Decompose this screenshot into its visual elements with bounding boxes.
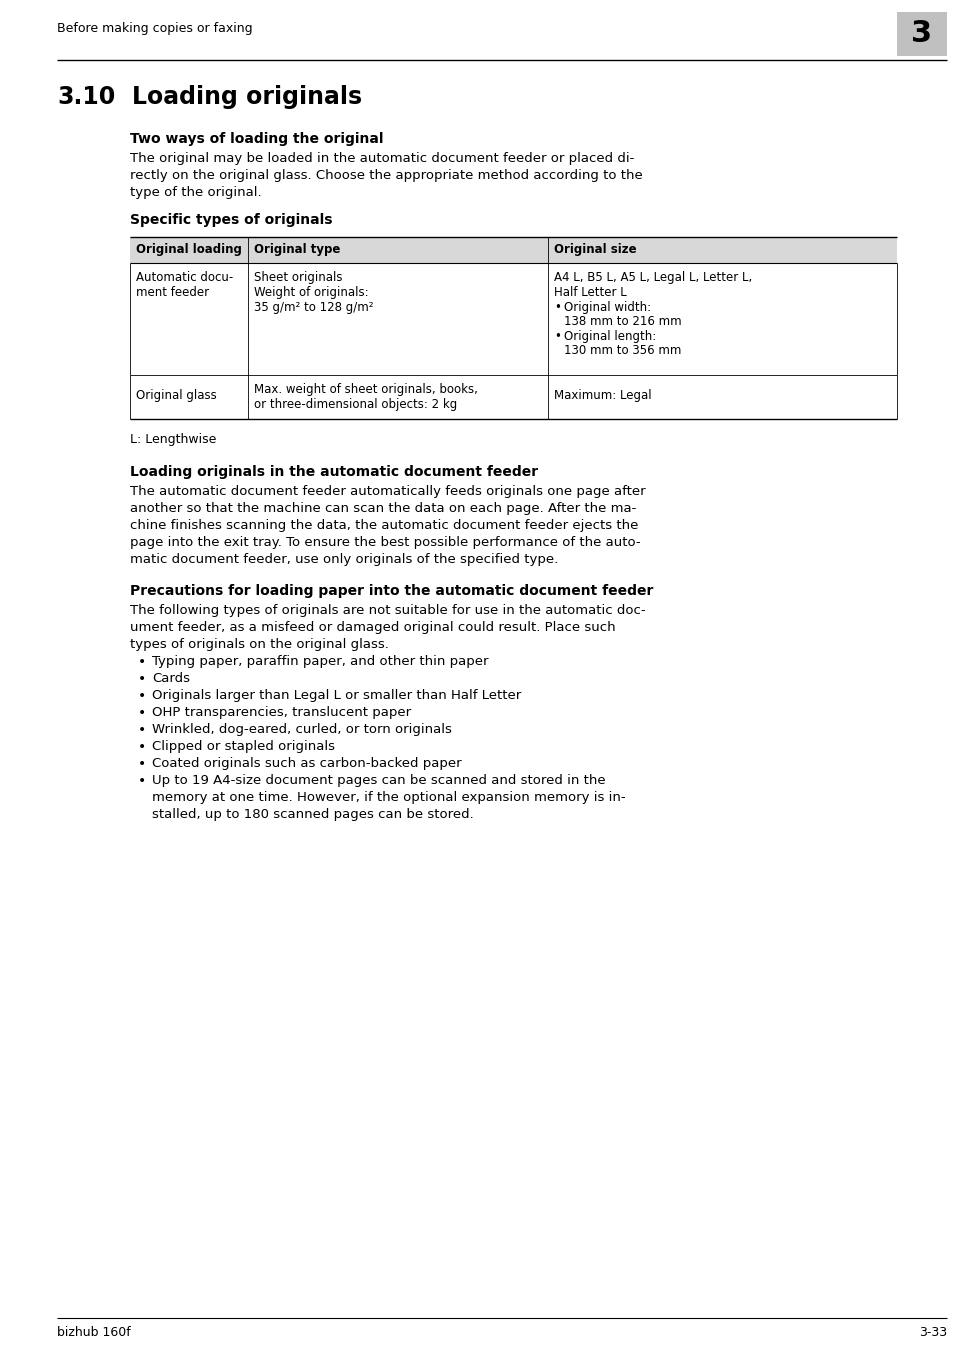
Text: or three-dimensional objects: 2 kg: or three-dimensional objects: 2 kg bbox=[253, 397, 456, 411]
Text: 35 g/m² to 128 g/m²: 35 g/m² to 128 g/m² bbox=[253, 301, 374, 314]
Bar bbox=[130, 237, 896, 264]
Text: rectly on the original glass. Choose the appropriate method according to the: rectly on the original glass. Choose the… bbox=[130, 169, 642, 183]
Text: stalled, up to 180 scanned pages can be stored.: stalled, up to 180 scanned pages can be … bbox=[152, 808, 474, 821]
Text: Specific types of originals: Specific types of originals bbox=[130, 214, 333, 227]
Text: The original may be loaded in the automatic document feeder or placed di-: The original may be loaded in the automa… bbox=[130, 151, 634, 165]
Text: another so that the machine can scan the data on each page. After the ma-: another so that the machine can scan the… bbox=[130, 502, 636, 515]
Text: Original glass: Original glass bbox=[136, 389, 216, 402]
Text: Original length:: Original length: bbox=[563, 330, 656, 343]
Text: •: • bbox=[138, 706, 146, 721]
Text: Sheet originals: Sheet originals bbox=[253, 270, 342, 284]
Text: •: • bbox=[138, 672, 146, 685]
Text: Loading originals: Loading originals bbox=[132, 85, 362, 110]
Text: Loading originals in the automatic document feeder: Loading originals in the automatic docum… bbox=[130, 465, 537, 479]
Text: Up to 19 A4-size document pages can be scanned and stored in the: Up to 19 A4-size document pages can be s… bbox=[152, 773, 605, 787]
Text: 130 mm to 356 mm: 130 mm to 356 mm bbox=[563, 343, 680, 357]
Text: Clipped or stapled originals: Clipped or stapled originals bbox=[152, 740, 335, 753]
Text: Before making copies or faxing: Before making copies or faxing bbox=[57, 22, 253, 35]
Text: memory at one time. However, if the optional expansion memory is in-: memory at one time. However, if the opti… bbox=[152, 791, 625, 804]
Text: L: Lengthwise: L: Lengthwise bbox=[130, 433, 216, 446]
Text: bizhub 160f: bizhub 160f bbox=[57, 1326, 131, 1338]
Text: Wrinkled, dog-eared, curled, or torn originals: Wrinkled, dog-eared, curled, or torn ori… bbox=[152, 723, 452, 735]
Text: •: • bbox=[138, 757, 146, 771]
Text: Original type: Original type bbox=[253, 243, 340, 256]
Text: types of originals on the original glass.: types of originals on the original glass… bbox=[130, 638, 389, 652]
Text: Coated originals such as carbon-backed paper: Coated originals such as carbon-backed p… bbox=[152, 757, 461, 771]
Text: 138 mm to 216 mm: 138 mm to 216 mm bbox=[563, 315, 680, 329]
Text: •: • bbox=[138, 740, 146, 754]
Text: type of the original.: type of the original. bbox=[130, 187, 261, 199]
Text: Half Letter L: Half Letter L bbox=[554, 287, 626, 299]
Text: chine finishes scanning the data, the automatic document feeder ejects the: chine finishes scanning the data, the au… bbox=[130, 519, 638, 531]
Text: Weight of originals:: Weight of originals: bbox=[253, 287, 368, 299]
Text: Cards: Cards bbox=[152, 672, 190, 685]
Text: Originals larger than Legal L or smaller than Half Letter: Originals larger than Legal L or smaller… bbox=[152, 690, 520, 702]
Text: •: • bbox=[554, 330, 560, 343]
Text: Maximum: Legal: Maximum: Legal bbox=[554, 389, 651, 402]
Text: 3.10: 3.10 bbox=[57, 85, 115, 110]
Text: ment feeder: ment feeder bbox=[136, 287, 209, 299]
Text: Original loading: Original loading bbox=[136, 243, 242, 256]
Text: The automatic document feeder automatically feeds originals one page after: The automatic document feeder automatica… bbox=[130, 485, 645, 498]
Text: Original size: Original size bbox=[554, 243, 636, 256]
Text: 3: 3 bbox=[910, 19, 932, 49]
Text: Typing paper, paraffin paper, and other thin paper: Typing paper, paraffin paper, and other … bbox=[152, 654, 488, 668]
Text: •: • bbox=[554, 301, 560, 314]
Text: 3-33: 3-33 bbox=[918, 1326, 946, 1338]
Text: Precautions for loading paper into the automatic document feeder: Precautions for loading paper into the a… bbox=[130, 584, 653, 598]
Text: •: • bbox=[138, 654, 146, 669]
Text: •: • bbox=[138, 773, 146, 788]
Bar bbox=[896, 12, 946, 55]
Text: ument feeder, as a misfeed or damaged original could result. Place such: ument feeder, as a misfeed or damaged or… bbox=[130, 621, 615, 634]
Text: page into the exit tray. To ensure the best possible performance of the auto-: page into the exit tray. To ensure the b… bbox=[130, 535, 640, 549]
Text: Max. weight of sheet originals, books,: Max. weight of sheet originals, books, bbox=[253, 383, 477, 396]
Text: Original width:: Original width: bbox=[563, 301, 651, 314]
Text: matic document feeder, use only originals of the specified type.: matic document feeder, use only original… bbox=[130, 553, 558, 566]
Text: The following types of originals are not suitable for use in the automatic doc-: The following types of originals are not… bbox=[130, 604, 645, 617]
Text: •: • bbox=[138, 723, 146, 737]
Text: •: • bbox=[138, 690, 146, 703]
Text: A4 L, B5 L, A5 L, Legal L, Letter L,: A4 L, B5 L, A5 L, Legal L, Letter L, bbox=[554, 270, 752, 284]
Text: OHP transparencies, translucent paper: OHP transparencies, translucent paper bbox=[152, 706, 411, 719]
Text: Two ways of loading the original: Two ways of loading the original bbox=[130, 132, 383, 146]
Text: Automatic docu-: Automatic docu- bbox=[136, 270, 233, 284]
